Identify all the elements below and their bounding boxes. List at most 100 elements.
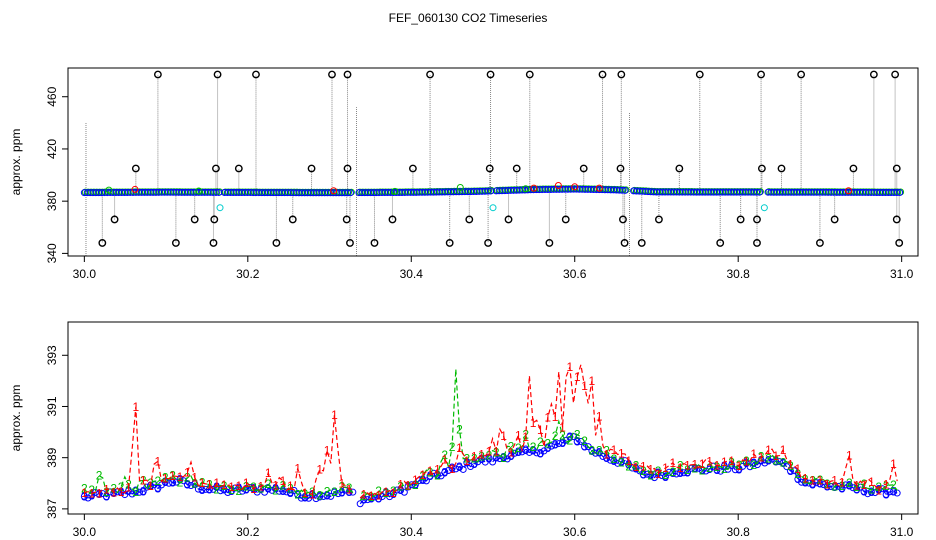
series-3-marker: 3 bbox=[486, 451, 493, 465]
top-point-blue bbox=[755, 188, 763, 196]
series-1-marker: 1 bbox=[132, 400, 139, 414]
series-3-point bbox=[290, 486, 298, 494]
series-2-marker: 2 bbox=[669, 465, 676, 479]
series-3-marker: 3 bbox=[441, 465, 448, 479]
series-3-marker: 3 bbox=[280, 484, 287, 498]
series-3-marker: 3 bbox=[817, 477, 824, 491]
series-1-marker: 1 bbox=[441, 452, 448, 466]
series-3-point bbox=[746, 463, 754, 471]
series-1-marker: 1 bbox=[566, 360, 573, 374]
series-3-point bbox=[327, 492, 335, 500]
series-3-point bbox=[470, 460, 478, 468]
series-2-marker: 2 bbox=[221, 479, 228, 493]
series-3-point bbox=[132, 487, 140, 495]
series-3-point bbox=[180, 477, 188, 485]
series-1-marker: 1 bbox=[824, 478, 831, 492]
series-2-marker: 2 bbox=[390, 484, 397, 498]
series-3-point bbox=[886, 488, 894, 496]
series-3-point bbox=[606, 456, 614, 464]
top-point-black bbox=[757, 164, 766, 173]
series-1-marker: 1 bbox=[890, 457, 897, 471]
series-1-marker: 1 bbox=[669, 456, 676, 470]
series-3-marker: 3 bbox=[699, 463, 706, 477]
series-1-marker: 1 bbox=[706, 455, 713, 469]
series-2-marker: 2 bbox=[699, 464, 706, 478]
top-point-black bbox=[328, 70, 336, 79]
series-3-marker: 3 bbox=[868, 485, 875, 499]
series-2-marker: 2 bbox=[280, 479, 287, 493]
series-1-marker: 1 bbox=[368, 489, 375, 503]
series-2-marker: 2 bbox=[250, 480, 257, 494]
series-3-marker: 3 bbox=[184, 478, 191, 492]
series-3-point bbox=[467, 463, 475, 471]
top-point-black bbox=[777, 164, 786, 173]
series-1-marker: 1 bbox=[544, 410, 551, 424]
series-3-marker: 3 bbox=[721, 459, 728, 473]
series-1-marker: 1 bbox=[875, 484, 882, 498]
top-point-black bbox=[426, 70, 434, 79]
series-2-marker: 2 bbox=[493, 445, 500, 459]
series-3-point bbox=[672, 470, 680, 478]
series-3-point bbox=[812, 479, 820, 487]
top-point-red bbox=[595, 184, 603, 192]
series-3-marker: 3 bbox=[839, 481, 846, 495]
bottom-plot-frame bbox=[67, 321, 919, 515]
series-3-point bbox=[614, 459, 622, 467]
series-3-marker: 3 bbox=[500, 450, 507, 464]
top-point-blue bbox=[621, 186, 629, 194]
series-2-marker: 2 bbox=[559, 428, 566, 442]
series-3-marker: 3 bbox=[787, 464, 794, 478]
series-3-marker: 3 bbox=[846, 478, 853, 492]
series-3-marker: 3 bbox=[316, 490, 323, 504]
series-3-marker: 3 bbox=[508, 449, 515, 463]
series-3-point bbox=[555, 440, 563, 448]
series-3-point bbox=[787, 467, 794, 475]
series-1-marker: 1 bbox=[515, 428, 522, 442]
series-3-point bbox=[301, 494, 309, 502]
series-1-marker: 1 bbox=[338, 476, 345, 490]
series-3-marker: 3 bbox=[449, 461, 456, 475]
top-x-tick-label: 30.4 bbox=[400, 267, 424, 281]
top-point-black bbox=[869, 70, 878, 79]
series-2-marker: 2 bbox=[191, 477, 198, 491]
series-3-point bbox=[845, 481, 853, 489]
series-3-marker: 3 bbox=[802, 475, 809, 489]
bottom-y-tick-label: 389 bbox=[45, 447, 59, 467]
top-point-black bbox=[512, 164, 521, 173]
series-2-marker: 2 bbox=[618, 456, 625, 470]
series-3-point bbox=[316, 493, 324, 501]
series-2-marker: 2 bbox=[662, 468, 669, 482]
series-3-marker: 3 bbox=[81, 489, 88, 503]
series-1-marker: 1 bbox=[633, 460, 640, 474]
series-2-marker: 2 bbox=[81, 481, 88, 495]
bottom-plot-area: 3 3 3 3 3 3 3 3 3 3 3 3 3 3 3 3 3 3 3 3 3 3 3 3 3 3 3 3 3 3 3 3 3 3 3 3 33 3 3… bbox=[80, 360, 901, 508]
series-3-point bbox=[297, 494, 305, 502]
series-1-marker: 1 bbox=[235, 479, 242, 493]
series-2-marker: 2 bbox=[875, 480, 882, 494]
series-3-marker: 3 bbox=[890, 485, 897, 499]
series-1-marker: 1 bbox=[787, 457, 794, 471]
series-3-point bbox=[198, 486, 206, 494]
series-1-marker: 1 bbox=[155, 454, 162, 468]
series-1-marker: 1 bbox=[603, 448, 610, 462]
series-1-marker: 1 bbox=[677, 461, 684, 475]
top-point-black bbox=[409, 164, 417, 173]
series-3-point bbox=[772, 458, 780, 466]
series-3-marker: 3 bbox=[596, 446, 603, 460]
top-point-black bbox=[892, 215, 901, 224]
series-1-marker: 1 bbox=[508, 445, 515, 459]
series-1-marker: 1 bbox=[611, 443, 618, 457]
top-point-black bbox=[716, 239, 725, 247]
series-3-marker: 3 bbox=[132, 484, 139, 498]
top-point-black bbox=[757, 70, 765, 79]
series-1-marker: 1 bbox=[309, 488, 316, 502]
series-3-marker: 3 bbox=[640, 468, 647, 482]
top-point-blue bbox=[893, 189, 901, 197]
top-point-black bbox=[131, 164, 140, 173]
top-point-black bbox=[620, 239, 629, 247]
series-3-point bbox=[154, 484, 162, 492]
series-3-point bbox=[286, 489, 294, 497]
series-1-marker: 1 bbox=[809, 473, 816, 487]
series-1-marker: 1 bbox=[412, 473, 419, 487]
series-3-point bbox=[790, 467, 798, 475]
